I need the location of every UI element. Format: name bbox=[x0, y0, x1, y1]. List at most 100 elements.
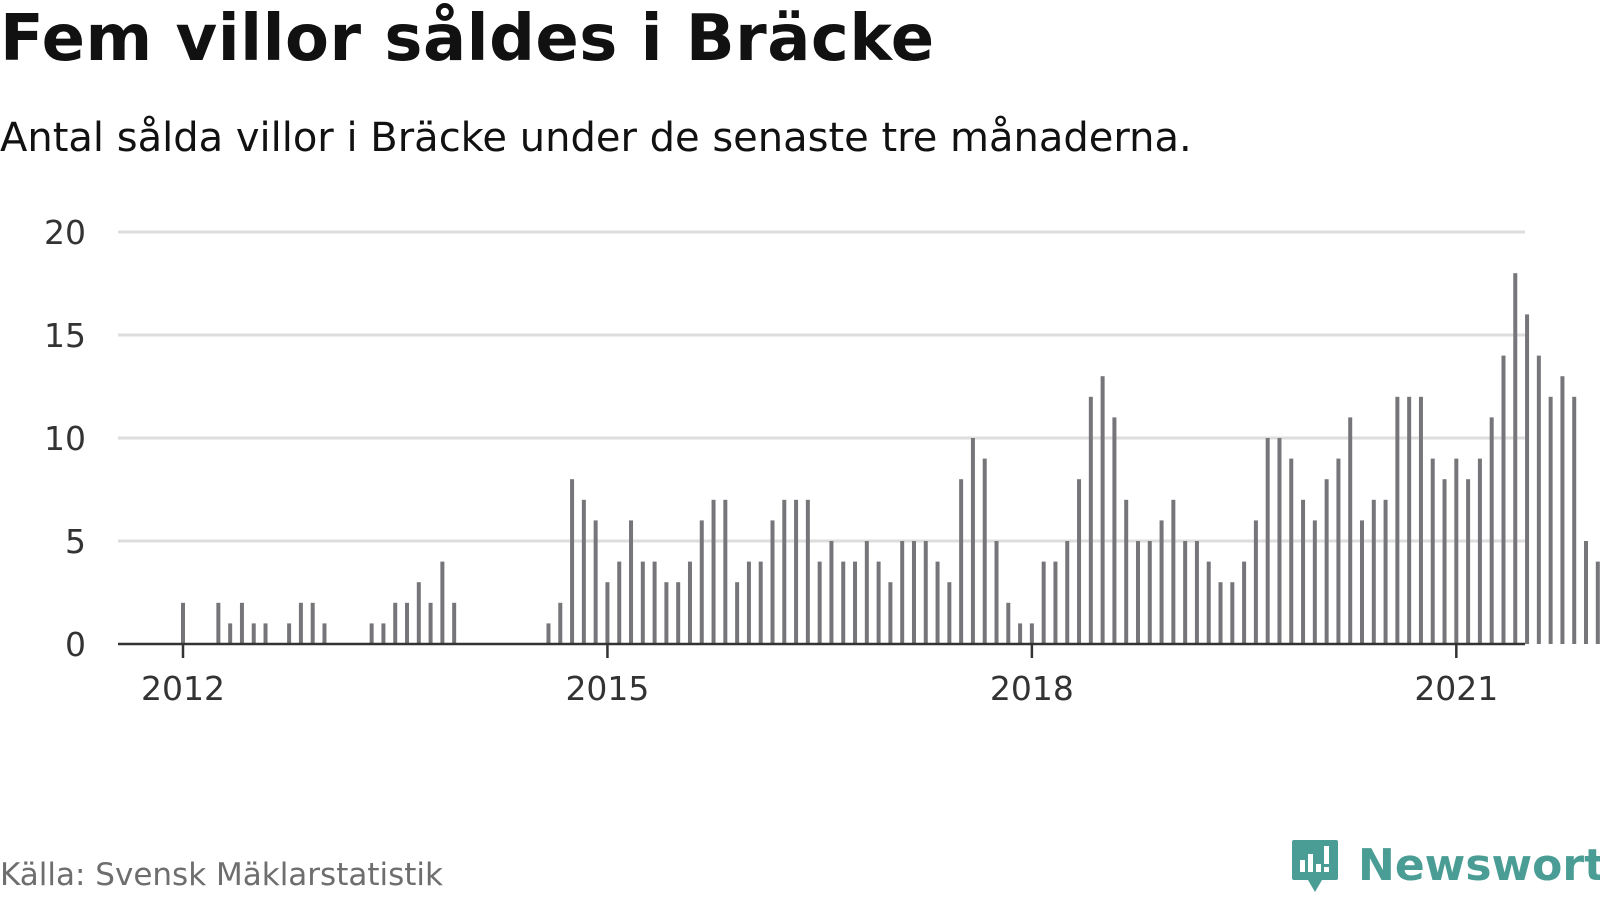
bar bbox=[1324, 479, 1329, 644]
bar bbox=[911, 541, 916, 644]
bar bbox=[1230, 582, 1235, 644]
bar bbox=[593, 520, 598, 644]
bar bbox=[1360, 520, 1364, 644]
bar bbox=[558, 602, 563, 644]
bar bbox=[251, 623, 256, 644]
bar bbox=[853, 561, 858, 644]
bar bbox=[1041, 561, 1046, 644]
bar bbox=[1383, 499, 1388, 644]
bar bbox=[1371, 499, 1376, 644]
bar bbox=[428, 602, 433, 644]
bar bbox=[1077, 479, 1082, 644]
bar bbox=[1088, 396, 1093, 644]
bar bbox=[1418, 396, 1423, 644]
x-tick-label: 2021 bbox=[1414, 669, 1498, 708]
bar bbox=[1595, 561, 1600, 644]
bar bbox=[711, 499, 716, 644]
bar bbox=[629, 520, 634, 644]
bar bbox=[1147, 541, 1152, 644]
bar bbox=[664, 582, 669, 644]
bar bbox=[947, 582, 952, 644]
bar bbox=[1407, 396, 1412, 644]
bar bbox=[570, 479, 575, 644]
source-note: Källa: Svensk Mäklarstatistik bbox=[0, 857, 443, 893]
bar bbox=[876, 561, 881, 644]
bar bbox=[1018, 623, 1023, 644]
bar bbox=[1265, 438, 1270, 644]
bars bbox=[181, 273, 1600, 644]
bar bbox=[1348, 417, 1353, 644]
y-tick-label: 0 bbox=[65, 625, 86, 664]
brand-name: Newsworthy bbox=[1358, 840, 1600, 891]
bar bbox=[1560, 376, 1565, 644]
bar bbox=[900, 541, 905, 644]
bar bbox=[546, 623, 551, 644]
bar bbox=[676, 582, 681, 644]
bar bbox=[864, 541, 869, 644]
bar bbox=[652, 561, 657, 644]
bar bbox=[1159, 520, 1164, 644]
x-axis bbox=[118, 642, 1525, 658]
bar bbox=[228, 623, 233, 644]
bar bbox=[723, 499, 728, 644]
gridlines bbox=[118, 230, 1525, 543]
bar bbox=[287, 623, 292, 644]
bar bbox=[581, 499, 586, 644]
bar bbox=[1525, 314, 1530, 644]
bar bbox=[369, 623, 374, 644]
bar bbox=[1289, 458, 1294, 644]
bar bbox=[923, 541, 928, 644]
bar bbox=[1301, 499, 1306, 644]
bar bbox=[1277, 438, 1282, 644]
bar bbox=[959, 479, 964, 644]
bar bbox=[994, 541, 999, 644]
bar bbox=[817, 561, 822, 644]
bar bbox=[1395, 396, 1400, 644]
bar bbox=[888, 582, 893, 644]
bar bbox=[1501, 355, 1506, 644]
bar bbox=[687, 561, 692, 644]
y-tick-label: 5 bbox=[65, 522, 86, 561]
bar bbox=[1029, 623, 1034, 644]
bar bbox=[1572, 396, 1577, 644]
bar bbox=[1194, 541, 1199, 644]
y-tick-label: 10 bbox=[44, 419, 86, 458]
bar bbox=[298, 602, 303, 644]
bar bbox=[1135, 541, 1140, 644]
y-tick-label: 20 bbox=[44, 213, 86, 252]
tick-labels: 05101520520122015201820212023 bbox=[44, 213, 1498, 708]
bar bbox=[605, 582, 610, 644]
bar bbox=[1253, 520, 1258, 644]
bar bbox=[440, 561, 445, 644]
bar bbox=[758, 561, 763, 644]
bar bbox=[216, 602, 221, 644]
bar bbox=[829, 541, 834, 644]
x-tick-label: 2018 bbox=[990, 669, 1074, 708]
bar bbox=[1513, 273, 1518, 644]
newsworthy-logo-icon bbox=[1292, 840, 1338, 892]
bar bbox=[1065, 541, 1070, 644]
bar bbox=[970, 438, 975, 644]
bar bbox=[1454, 458, 1459, 644]
bar bbox=[1006, 602, 1011, 644]
bar bbox=[1053, 561, 1058, 644]
bar bbox=[1124, 499, 1129, 644]
chart-subtitle: Antal sålda villor i Bräcke under de sen… bbox=[0, 115, 1192, 161]
bar bbox=[381, 623, 386, 644]
bar-chart: 05101520520122015201820212023 bbox=[44, 213, 1600, 708]
bar bbox=[935, 561, 940, 644]
bar bbox=[640, 561, 645, 644]
bar bbox=[805, 499, 810, 644]
bar bbox=[310, 602, 315, 644]
bar bbox=[770, 520, 775, 644]
bar bbox=[841, 561, 846, 644]
bar bbox=[1218, 582, 1223, 644]
bar bbox=[1548, 396, 1553, 644]
bar bbox=[617, 561, 622, 644]
bar bbox=[1171, 499, 1176, 644]
bar bbox=[982, 458, 987, 644]
bar bbox=[416, 582, 421, 644]
brand-logo[interactable]: Newsworthy bbox=[1290, 838, 1600, 898]
bar bbox=[699, 520, 704, 644]
bar bbox=[1242, 561, 1247, 644]
